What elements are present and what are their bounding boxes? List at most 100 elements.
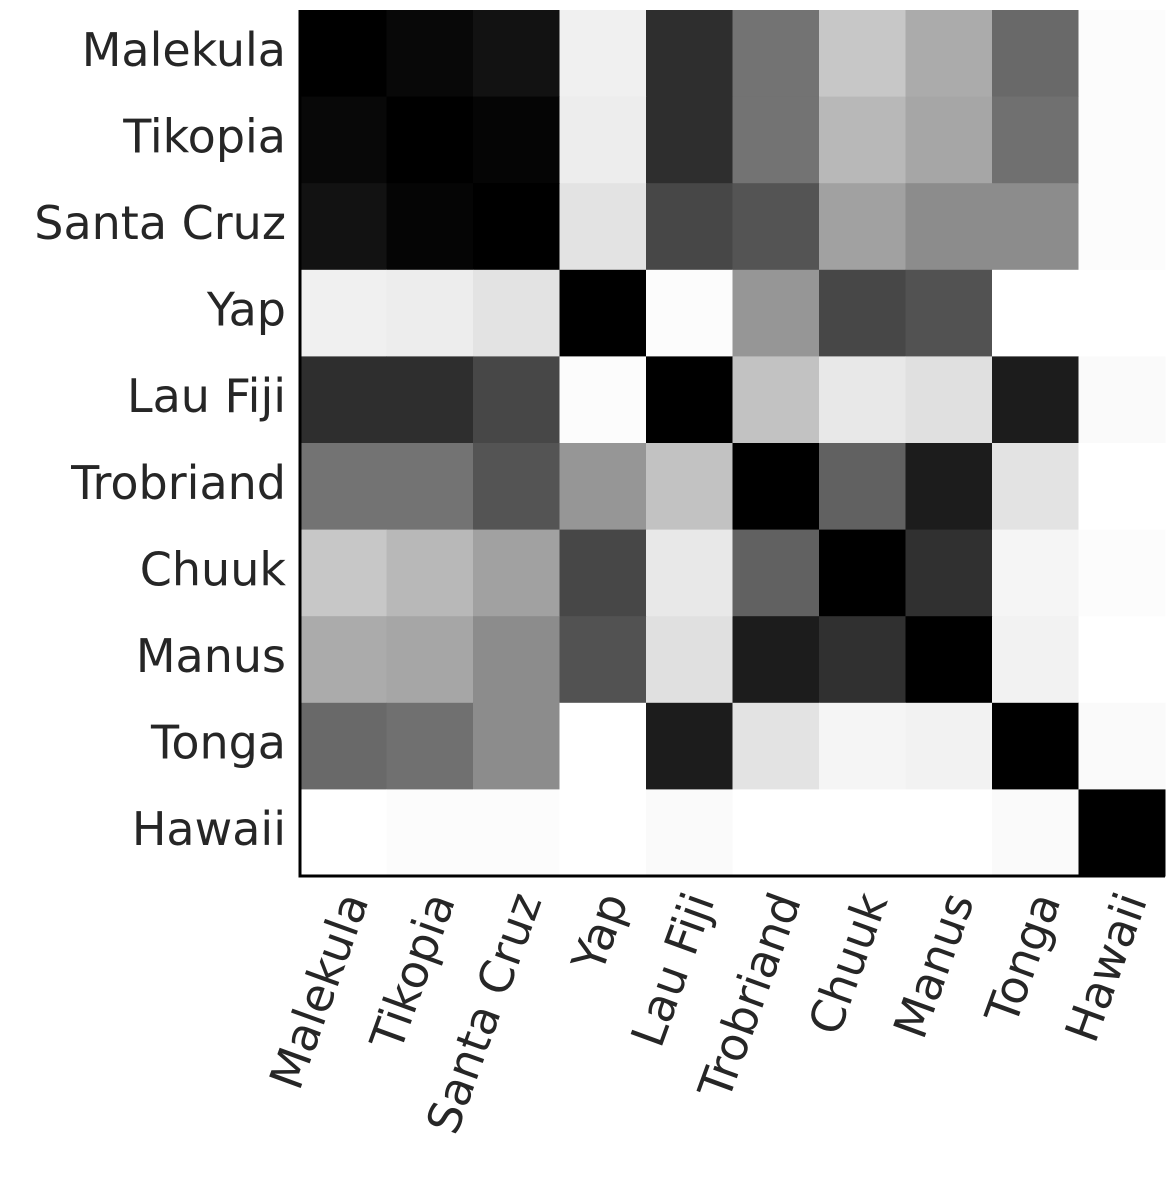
heatmap-cell (386, 269, 474, 357)
heatmap-cell (905, 269, 993, 357)
heatmap-cell (992, 269, 1079, 357)
heatmap-cell (473, 356, 560, 444)
heatmap-cell (1078, 702, 1166, 790)
heatmap-cell (819, 529, 906, 617)
heatmap-cell (905, 702, 993, 790)
heatmap-cell (992, 96, 1079, 184)
heatmap-cell (559, 702, 647, 790)
heatmap-cell (473, 183, 560, 271)
heatmap-cell (992, 10, 1079, 98)
heatmap-cell (732, 10, 820, 98)
heatmap-cell (559, 10, 647, 98)
heatmap-cell (559, 269, 647, 357)
heatmap-cell (646, 183, 733, 271)
x-tick-label: Malekula (259, 886, 380, 1096)
heatmap-cell (386, 10, 474, 98)
heatmap-cell (300, 616, 387, 704)
heatmap-cell (819, 356, 906, 444)
heatmap-cell (646, 529, 733, 617)
heatmap-cell (732, 443, 820, 531)
y-tick-label: Santa Cruz (34, 196, 286, 250)
heatmap-cell (819, 789, 906, 877)
heatmap-cell (386, 356, 474, 444)
heatmap-cell (646, 10, 733, 98)
heatmap-cell (1078, 356, 1166, 444)
heatmap-cell (1078, 183, 1166, 271)
heatmap-cell (473, 616, 560, 704)
heatmap-cell (992, 529, 1079, 617)
y-tick-label: Chuuk (140, 542, 287, 596)
heatmap-cell (1078, 789, 1166, 877)
heatmap-cell (300, 529, 387, 617)
heatmap-cell (819, 183, 906, 271)
heatmap-cell (300, 356, 387, 444)
heatmap-cell (992, 356, 1079, 444)
heatmap-cell (386, 96, 474, 184)
heatmap-cell (732, 96, 820, 184)
heatmap-cell (559, 789, 647, 877)
heatmap-cell (905, 616, 993, 704)
x-tick-label: Manus (883, 886, 985, 1046)
heatmap-cell (300, 702, 387, 790)
heatmap-cell (819, 96, 906, 184)
heatmap-cell (1078, 269, 1166, 357)
y-tick-label: Manus (136, 629, 286, 683)
heatmap-cell (473, 96, 560, 184)
heatmap-cell (473, 443, 560, 531)
heatmap-cell (559, 529, 647, 617)
heatmap-cell (732, 702, 820, 790)
heatmap-cell (819, 702, 906, 790)
heatmap-cell (732, 356, 820, 444)
heatmap-cell (646, 616, 733, 704)
heatmap-cell (646, 702, 733, 790)
heatmap-cell (386, 183, 474, 271)
y-tick-label: Tikopia (122, 109, 286, 163)
heatmap-cell (905, 96, 993, 184)
heatmap-cell (300, 789, 387, 877)
y-tick-label: Yap (206, 283, 286, 337)
heatmap-cell (300, 269, 387, 357)
heatmap-cell (473, 269, 560, 357)
heatmap-cell (300, 183, 387, 271)
heatmap-cell (646, 356, 733, 444)
y-tick-label: Tonga (150, 716, 286, 770)
heatmap-cell (732, 269, 820, 357)
heatmap-cell (386, 789, 474, 877)
x-tick-label: Chuuk (798, 885, 899, 1041)
heatmap-cell (559, 96, 647, 184)
heatmap-cell (473, 702, 560, 790)
y-tick-label: Malekula (82, 23, 286, 77)
heatmap-cell (646, 443, 733, 531)
heatmap-cell (992, 702, 1079, 790)
heatmap-cell (386, 443, 474, 531)
heatmap-cell (905, 443, 993, 531)
heatmap-cell (905, 10, 993, 98)
heatmap-cell (732, 183, 820, 271)
heatmap-cell (386, 616, 474, 704)
heatmap-cell (905, 789, 993, 877)
heatmap-cell (559, 616, 647, 704)
heatmap-cell (300, 96, 387, 184)
heatmap-cell (905, 356, 993, 444)
x-tick-label: Tonga (974, 886, 1071, 1032)
heatmap-cell (819, 616, 906, 704)
y-tick-label: Lau Fiji (127, 369, 286, 423)
heatmap-cell (300, 10, 387, 98)
heatmap-cell (992, 616, 1079, 704)
heatmap-cell (992, 789, 1079, 877)
heatmap-cell (386, 702, 474, 790)
heatmap-cell (819, 10, 906, 98)
heatmap-cell (905, 529, 993, 617)
heatmap-cell (559, 183, 647, 271)
x-tick-label: Yap (561, 886, 639, 980)
heatmap-cell (992, 183, 1079, 271)
heatmap-cell (992, 443, 1079, 531)
y-tick-label: Hawaii (132, 802, 286, 856)
heatmap-cell (732, 529, 820, 617)
heatmap-cell (819, 443, 906, 531)
heatmap-cell (473, 10, 560, 98)
heatmap-cell (1078, 10, 1166, 98)
heatmap-cell (300, 443, 387, 531)
